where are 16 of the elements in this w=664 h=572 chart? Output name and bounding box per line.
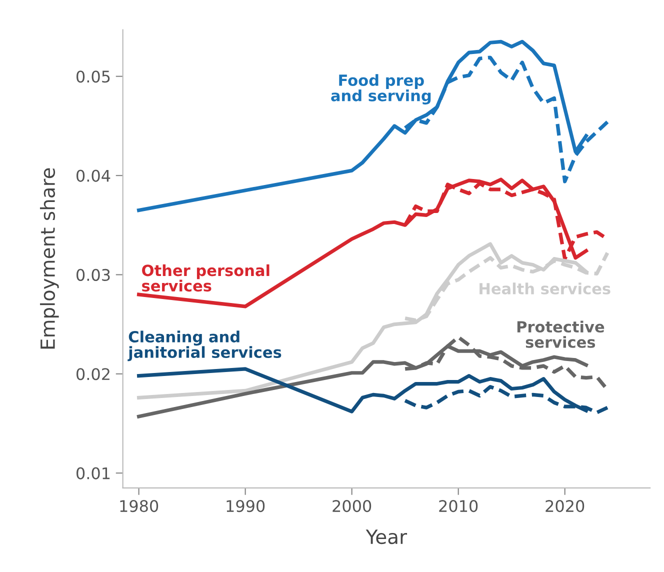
series-label: Protective services [517, 320, 604, 348]
x-axis-title: Year [366, 530, 408, 544]
series-label: Cleaning and janitorial services [128, 330, 282, 362]
y-axis-title: Employment share [40, 168, 59, 349]
y-tick-label: 0.04 [76, 170, 110, 182]
x-tick-label: 2000 [332, 500, 372, 512]
y-tick-label: 0.05 [76, 70, 110, 83]
x-tick-label: 1980 [120, 500, 158, 512]
series-label: Food prep and serving [331, 74, 431, 104]
x-tick-label: 2020 [546, 500, 584, 512]
y-tick-label: 0.02 [76, 368, 110, 380]
x-tick-label: 2010 [439, 500, 478, 512]
series-label: Other personal services [142, 264, 270, 292]
y-tick-label: 0.03 [76, 268, 110, 281]
x-tick-label: 1990 [226, 500, 265, 512]
y-tick-label: 0.01 [76, 467, 110, 480]
